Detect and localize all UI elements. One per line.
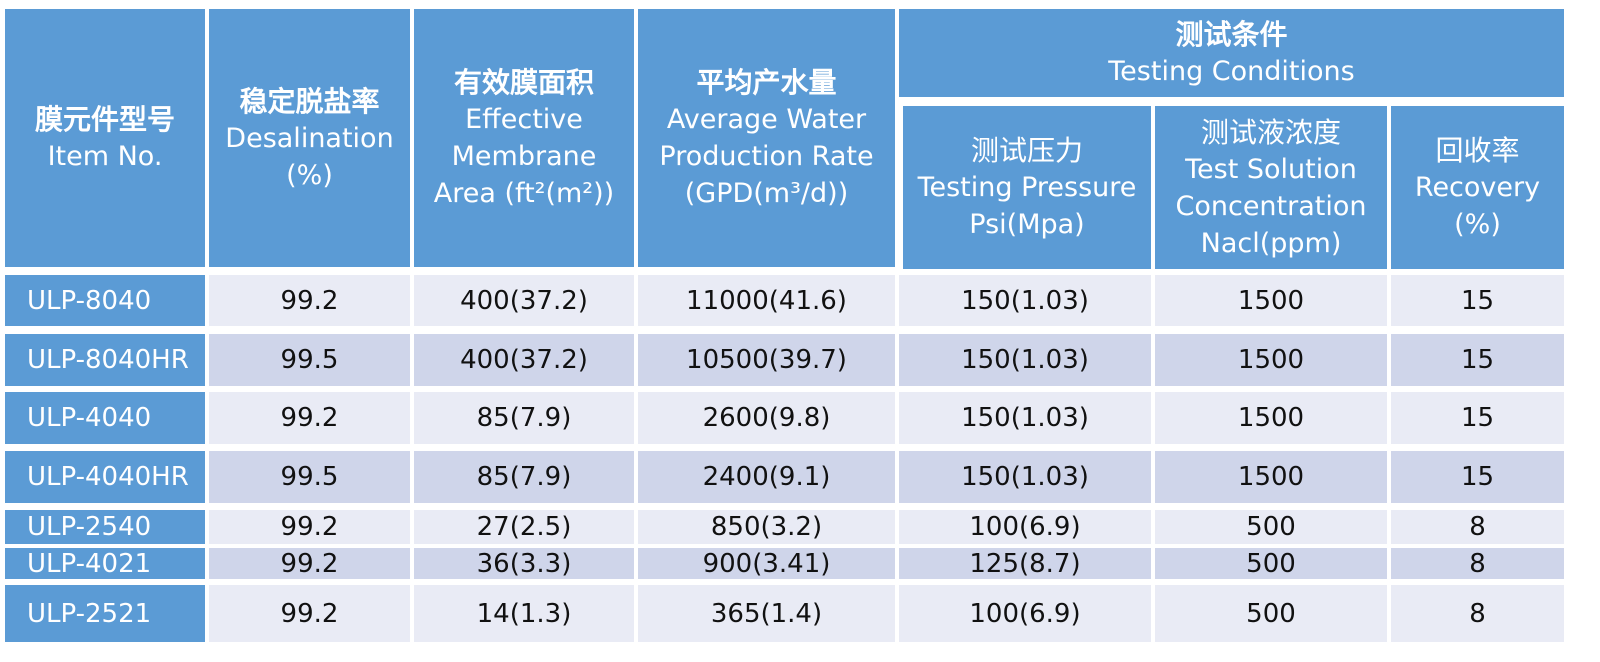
- header-recovery: 回收率 Recovery (%): [1391, 106, 1564, 269]
- header-production-rate-en1: Average Water: [666, 104, 867, 135]
- header-desalination-zh: 稳定脱盐率: [239, 84, 380, 118]
- table-cell-desalination: 99.2: [209, 275, 410, 326]
- header-production-rate-en2: Production Rate: [659, 141, 874, 172]
- table-cell-production: 850(3.2): [638, 510, 895, 544]
- table-cell-pressure: 125(8.7): [899, 548, 1151, 579]
- header-testing-conditions: 测试条件 Testing Conditions: [899, 9, 1564, 97]
- table-cell-concentration: 1500: [1155, 451, 1387, 503]
- table-cell-area: 85(7.9): [414, 451, 634, 503]
- table-cell-area: 85(7.9): [414, 392, 634, 444]
- table-cell-pressure: 150(1.03): [899, 392, 1151, 444]
- table-row-item: ULP-4040HR: [5, 451, 205, 503]
- header-membrane-area-en1: Effective: [465, 104, 583, 135]
- table-cell-recovery: 15: [1391, 334, 1564, 386]
- table-cell-recovery: 8: [1391, 585, 1564, 642]
- header-recovery-en1: Recovery: [1414, 172, 1541, 203]
- header-production-rate-en3: (GPD(m³/d)): [684, 178, 849, 209]
- table-cell-area: 14(1.3): [414, 585, 634, 642]
- table-cell-concentration: 500: [1155, 510, 1387, 544]
- table-cell-pressure: 150(1.03): [899, 334, 1151, 386]
- header-recovery-en2: (%): [1454, 209, 1501, 240]
- table-cell-pressure: 100(6.9): [899, 510, 1151, 544]
- table-cell-desalination: 99.5: [209, 451, 410, 503]
- table-row-item: ULP-2540: [5, 510, 205, 544]
- header-membrane-area: 有效膜面积 Effective Membrane Area (ft²(m²)): [414, 9, 634, 267]
- header-desalination: 稳定脱盐率 Desalination (%): [209, 9, 410, 267]
- table-cell-recovery: 8: [1391, 548, 1564, 579]
- table-cell-recovery: 15: [1391, 451, 1564, 503]
- table-cell-desalination: 99.5: [209, 334, 410, 386]
- table-cell-pressure: 150(1.03): [899, 275, 1151, 326]
- header-testing-pressure-zh: 测试压力: [970, 134, 1083, 167]
- table-cell-area: 400(37.2): [414, 275, 634, 326]
- header-recovery-zh: 回收率: [1435, 134, 1520, 167]
- table-cell-desalination: 99.2: [209, 392, 410, 444]
- table-cell-production: 10500(39.7): [638, 334, 895, 386]
- table-cell-concentration: 1500: [1155, 392, 1387, 444]
- table-cell-desalination: 99.2: [209, 510, 410, 544]
- table-cell-pressure: 150(1.03): [899, 451, 1151, 503]
- header-membrane-area-en3: Area (ft²(m²)): [433, 178, 615, 209]
- table-cell-concentration: 500: [1155, 585, 1387, 642]
- header-testing-conditions-zh: 测试条件: [1175, 18, 1288, 51]
- table-cell-recovery: 15: [1391, 392, 1564, 444]
- header-desalination-unit: (%): [286, 159, 333, 191]
- table-cell-production: 11000(41.6): [638, 275, 895, 326]
- header-solution-concentration-en1: Test Solution: [1185, 153, 1357, 185]
- table-row-item: ULP-8040HR: [5, 334, 205, 386]
- table-cell-concentration: 1500: [1155, 275, 1387, 326]
- header-solution-concentration-zh: 测试液浓度: [1200, 115, 1341, 149]
- table-cell-production: 2400(9.1): [638, 451, 895, 503]
- table-row-item: ULP-8040: [5, 275, 205, 326]
- header-testing-conditions-en: Testing Conditions: [1108, 56, 1355, 87]
- header-testing-pressure-en2: Psi(Mpa): [969, 209, 1085, 240]
- header-testing-pressure: 测试压力 Testing Pressure Psi(Mpa): [903, 106, 1151, 269]
- table-cell-production: 2600(9.8): [638, 392, 895, 444]
- header-production-rate-zh: 平均产水量: [696, 66, 837, 99]
- header-membrane-area-en2: Membrane: [451, 141, 597, 172]
- header-production-rate: 平均产水量 Average Water Production Rate (GPD…: [638, 9, 895, 267]
- table-row-item: ULP-4021: [5, 548, 205, 579]
- header-solution-concentration: 测试液浓度 Test Solution Concentration Nacl(p…: [1155, 106, 1387, 269]
- table-cell-concentration: 500: [1155, 548, 1387, 579]
- table-cell-production: 900(3.41): [638, 548, 895, 579]
- table-cell-pressure: 100(6.9): [899, 585, 1151, 642]
- table-cell-recovery: 15: [1391, 275, 1564, 326]
- header-solution-concentration-en2: Concentration: [1175, 190, 1367, 222]
- header-solution-concentration-en3: Nacl(ppm): [1200, 227, 1342, 259]
- header-membrane-area-zh: 有效膜面积: [453, 66, 594, 99]
- table-cell-production: 365(1.4): [638, 585, 895, 642]
- table-cell-concentration: 1500: [1155, 334, 1387, 386]
- table-cell-area: 36(3.3): [414, 548, 634, 579]
- table-cell-desalination: 99.2: [209, 548, 410, 579]
- table-row-item: ULP-2521: [5, 585, 205, 642]
- header-item-no-zh: 膜元件型号: [34, 103, 175, 136]
- table-cell-recovery: 8: [1391, 510, 1564, 544]
- table-cell-desalination: 99.2: [209, 585, 410, 642]
- header-item-no: 膜元件型号 Item No.: [5, 9, 205, 267]
- header-item-no-en: Item No.: [47, 141, 163, 172]
- header-testing-pressure-en1: Testing Pressure: [917, 172, 1137, 203]
- table-row-item: ULP-4040: [5, 392, 205, 444]
- table-cell-area: 400(37.2): [414, 334, 634, 386]
- header-desalination-en: Desalination: [225, 122, 394, 154]
- table-cell-area: 27(2.5): [414, 510, 634, 544]
